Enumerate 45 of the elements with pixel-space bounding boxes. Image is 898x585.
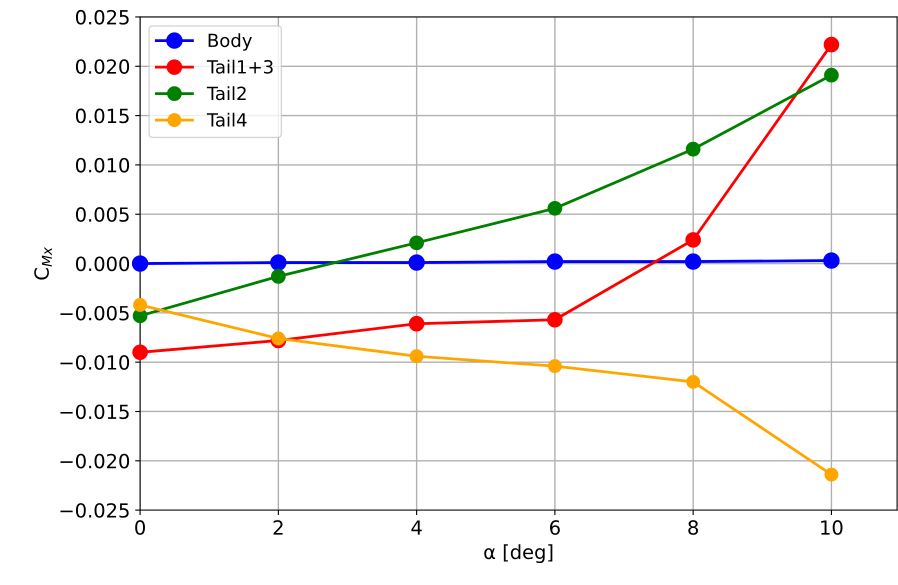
- point: [824, 68, 839, 83]
- y-tick-label: −0.020: [60, 454, 130, 468]
- point: [684, 253, 702, 270]
- point: [271, 332, 286, 346]
- y-tick-label: 0.005: [76, 207, 129, 222]
- point: [132, 255, 148, 272]
- y-tick-label: 0.025: [76, 10, 129, 25]
- x-tick-label: 6: [550, 520, 560, 535]
- point: [410, 349, 424, 364]
- x-tick-label: 10: [821, 520, 843, 535]
- y-tick-label: 0.015: [76, 108, 129, 124]
- y-tick-label: 0.010: [76, 158, 130, 173]
- legend-label: Tail4: [206, 112, 247, 127]
- x-tick-label: 0: [135, 520, 145, 535]
- legend-label: Body: [208, 33, 252, 51]
- y-tick-label: −0.025: [60, 503, 129, 518]
- y-tick-label: −0.015: [60, 404, 129, 420]
- point: [408, 254, 425, 271]
- x-axis-title: α [deg]: [484, 544, 552, 564]
- y-tick-label: −0.010: [60, 355, 130, 370]
- legend-label: Tail2: [206, 86, 246, 100]
- point: [408, 316, 424, 332]
- point: [546, 253, 564, 270]
- y-tick-label: 0.000: [76, 256, 130, 272]
- point: [547, 312, 563, 328]
- point: [132, 344, 148, 360]
- y-axis-title: C$_{Mx}$: [34, 246, 52, 280]
- point: [548, 359, 562, 374]
- point: [823, 252, 840, 269]
- point: [409, 235, 424, 250]
- point: [824, 468, 838, 482]
- point: [548, 200, 562, 216]
- point: [133, 298, 148, 312]
- x-tick-label: 4: [411, 520, 422, 535]
- y-tick-label: −0.005: [60, 306, 129, 321]
- legend-label: Tail1+3: [206, 60, 273, 74]
- x-tick-label: 2: [274, 520, 283, 535]
- point: [270, 269, 286, 284]
- point: [686, 374, 700, 389]
- y-tick-label: 0.020: [76, 59, 130, 74]
- point: [685, 232, 701, 248]
- point: [270, 254, 287, 271]
- point: [824, 36, 840, 52]
- x-tick-label: 8: [688, 520, 698, 535]
- point: [686, 142, 701, 156]
